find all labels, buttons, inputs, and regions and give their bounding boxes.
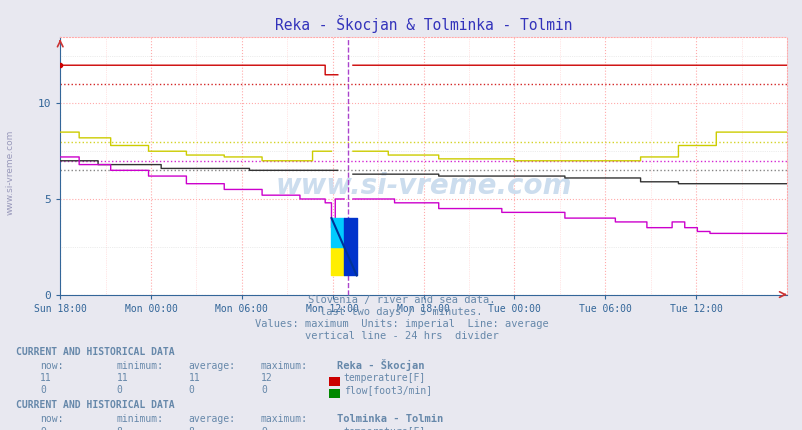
Text: maximum:: maximum: (261, 360, 308, 371)
Text: www.si-vreme.com: www.si-vreme.com (275, 172, 571, 200)
Text: 8: 8 (116, 427, 122, 430)
Text: vertical line - 24 hrs  divider: vertical line - 24 hrs divider (304, 331, 498, 341)
Text: 11: 11 (40, 373, 52, 384)
Text: CURRENT AND HISTORICAL DATA: CURRENT AND HISTORICAL DATA (16, 347, 175, 357)
Text: Slovenia / river and sea data.: Slovenia / river and sea data. (307, 295, 495, 305)
Text: maximum:: maximum: (261, 414, 308, 424)
Text: 8: 8 (188, 427, 194, 430)
Text: 9: 9 (261, 427, 266, 430)
Text: 0: 0 (261, 385, 266, 396)
Text: 11: 11 (116, 373, 128, 384)
Text: 11: 11 (188, 373, 200, 384)
Text: 0: 0 (40, 385, 46, 396)
Text: last two days / 5 minutes.: last two days / 5 minutes. (320, 307, 482, 317)
Title: Reka - Škocjan & Tolminka - Tolmin: Reka - Škocjan & Tolminka - Tolmin (274, 15, 572, 33)
Text: 9: 9 (40, 427, 46, 430)
Text: temperature[F]: temperature[F] (343, 427, 425, 430)
Text: average:: average: (188, 414, 236, 424)
Text: 0: 0 (116, 385, 122, 396)
Text: www.si-vreme.com: www.si-vreme.com (5, 129, 14, 215)
Text: temperature[F]: temperature[F] (343, 373, 425, 384)
Text: minimum:: minimum: (116, 360, 164, 371)
Text: minimum:: minimum: (116, 414, 164, 424)
Text: now:: now: (40, 414, 63, 424)
Text: average:: average: (188, 360, 236, 371)
Text: Reka - Škocjan: Reka - Škocjan (337, 359, 424, 371)
Text: now:: now: (40, 360, 63, 371)
Text: flow[foot3/min]: flow[foot3/min] (343, 385, 431, 396)
Text: Values: maximum  Units: imperial  Line: average: Values: maximum Units: imperial Line: av… (254, 319, 548, 329)
Text: 0: 0 (188, 385, 194, 396)
Text: Tolminka - Tolmin: Tolminka - Tolmin (337, 414, 443, 424)
Text: 12: 12 (261, 373, 273, 384)
Text: CURRENT AND HISTORICAL DATA: CURRENT AND HISTORICAL DATA (16, 400, 175, 411)
